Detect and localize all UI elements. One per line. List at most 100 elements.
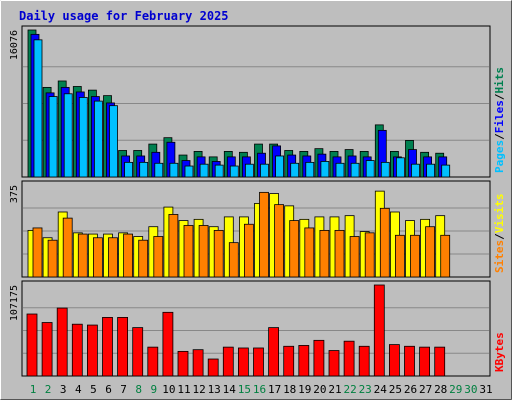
day-label-9: 9 (150, 383, 157, 396)
panel-visits_sites: 375 Sites/Visits (9, 180, 506, 278)
legend-separator: / (493, 133, 506, 140)
bar-pages-day-28 (441, 164, 451, 178)
bar-kbytes-day-3 (56, 307, 68, 377)
bar-sites-day-8 (138, 239, 149, 278)
bar-kbytes-day-9 (147, 346, 159, 377)
chart-panels: 16076Pages/Files/Hits375Sites/Visits1071… (9, 25, 506, 377)
bar-sites-day-28 (440, 234, 451, 278)
legend-kbytes: KBytes (493, 332, 506, 372)
bar-pages-day-26 (411, 163, 420, 178)
bar-kbytes-day-5 (87, 324, 98, 377)
legend-entry-pages: Pages (493, 140, 506, 173)
bar-pages-day-25 (395, 157, 405, 178)
bar-sites-day-5 (93, 237, 103, 278)
bar-kbytes-day-19 (298, 345, 310, 377)
bar-kbytes-day-11 (177, 350, 189, 377)
bar-pages-day-17 (275, 155, 285, 178)
bar-sites-day-24 (379, 207, 390, 278)
day-label-6: 6 (105, 383, 112, 396)
bar-kbytes-day-15 (237, 347, 249, 377)
legend-entry-kbytes: KBytes (493, 332, 506, 372)
bar-sites-day-9 (153, 236, 164, 278)
day-label-21: 21 (328, 383, 341, 396)
bar-pages-day-4 (78, 97, 88, 178)
bar-sites-day-10 (168, 214, 179, 278)
ymax-label-visits_sites: 375 (9, 185, 20, 203)
bar-kbytes-day-12 (192, 349, 204, 377)
bar-kbytes-day-18 (283, 345, 295, 377)
day-label-12: 12 (192, 383, 205, 396)
bar-sites-day-27 (425, 226, 436, 278)
bar-pages-day-16 (260, 163, 269, 178)
day-label-29: 29 (449, 383, 462, 396)
bar-sites-day-13 (213, 229, 224, 278)
day-label-18: 18 (283, 383, 296, 396)
bar-sites-day-18 (289, 220, 300, 278)
bar-kbytes-day-10 (162, 311, 174, 377)
bar-sites-day-20 (319, 229, 330, 278)
bar-kbytes-day-14 (222, 346, 234, 377)
bar-pages-day-13 (214, 164, 224, 178)
legend-text-hits_files_pages: Pages/Files/Hits (493, 67, 506, 173)
day-label-28: 28 (434, 383, 447, 396)
bar-kbytes-day-4 (71, 323, 83, 377)
bar-pages-day-22 (350, 162, 360, 178)
legend-separator: / (493, 93, 506, 100)
day-label-16: 16 (253, 383, 266, 396)
bar-sites-day-6 (108, 237, 118, 278)
legend-entry-hits: Hits (493, 67, 506, 94)
day-label-27: 27 (419, 383, 432, 396)
bar-sites-day-3 (62, 217, 73, 278)
day-label-24: 24 (374, 383, 388, 396)
day-label-22: 22 (343, 383, 356, 396)
legend-hits_files_pages: Pages/Files/Hits (493, 67, 506, 173)
panel-kbytes: 107175 KBytes (9, 280, 506, 377)
ymax-label-kbytes: 107175 (9, 285, 20, 321)
legend-entry-sites: Sites (493, 240, 506, 273)
day-label-8: 8 (135, 383, 142, 396)
bar-pages-day-18 (290, 162, 300, 178)
x-axis-day-labels: 1 2 3 4 5 6 7 8 9 10 11 12 13 14 15 16 17 18 19 20 21 22 23 24 2… (30, 383, 493, 396)
bar-pages-day-11 (184, 165, 194, 178)
bar-kbytes-day-16 (253, 347, 264, 377)
bar-pages-day-24 (380, 161, 390, 178)
day-label-31: 31 (479, 383, 492, 396)
day-label-20: 20 (313, 383, 326, 396)
ymax-label-hits_files_pages: 16076 (9, 30, 20, 60)
bar-kbytes-day-13 (207, 358, 219, 377)
bar-pages-day-27 (426, 163, 436, 178)
bar-kbytes-day-25 (388, 344, 400, 377)
bar-kbytes-day-2 (41, 322, 53, 377)
bar-sites-day-12 (198, 225, 209, 278)
day-label-7: 7 (120, 383, 127, 396)
bar-kbytes-day-26 (404, 345, 415, 377)
day-label-2: 2 (45, 383, 52, 396)
day-label-14: 14 (223, 383, 237, 396)
bar-sites-day-15 (243, 223, 254, 278)
legend-separator: / (493, 233, 506, 240)
bar-pages-day-12 (199, 163, 209, 178)
bar-pages-day-1 (33, 39, 43, 178)
bar-sites-day-22 (349, 236, 360, 278)
bar-pages-day-5 (94, 100, 103, 178)
bar-pages-day-3 (63, 93, 73, 178)
bar-pages-day-7 (124, 161, 133, 178)
bar-sites-day-25 (394, 234, 405, 278)
bar-pages-day-20 (320, 161, 330, 178)
bar-sites-day-17 (274, 204, 285, 278)
bar-sites-day-1 (32, 227, 43, 278)
bar-pages-day-9 (154, 162, 164, 178)
bar-kbytes-day-8 (132, 327, 144, 377)
bar-sites-day-16 (259, 191, 269, 278)
bar-kbytes-day-20 (313, 339, 325, 377)
legend-entry-files: Files (493, 100, 506, 133)
legend-text-visits_sites: Sites/Visits (493, 194, 506, 274)
chart-title: Daily usage for February 2025 (19, 9, 229, 23)
bar-sites-day-23 (364, 232, 375, 278)
bar-sites-day-2 (47, 239, 58, 278)
bar-kbytes-day-24 (373, 284, 385, 377)
day-label-17: 17 (268, 383, 281, 396)
